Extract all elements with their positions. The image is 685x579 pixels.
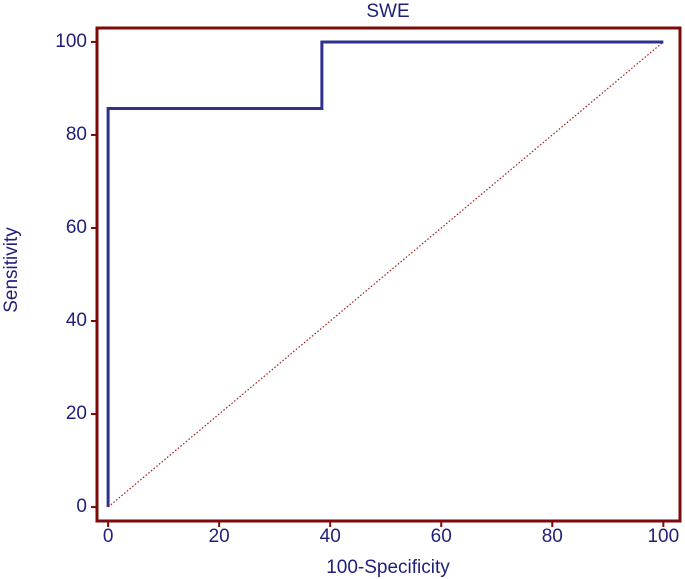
y-axis-label: Sensitivity xyxy=(1,227,22,313)
y-tick-label: 20 xyxy=(66,403,87,424)
x-tick-label: 40 xyxy=(320,526,341,547)
plot-frame xyxy=(95,26,682,523)
chart-title: SWE xyxy=(366,1,409,22)
x-tick-label: 20 xyxy=(209,526,230,547)
x-tick-label: 60 xyxy=(431,526,452,547)
y-tick-label: 100 xyxy=(55,31,87,52)
series-line xyxy=(106,40,664,508)
y-tick-label: 0 xyxy=(76,496,87,517)
x-tick-label: 80 xyxy=(542,526,563,547)
x-tick-label: 0 xyxy=(103,526,114,547)
y-tick-label: 80 xyxy=(66,124,87,145)
series-line xyxy=(107,41,664,508)
y-tick-label: 40 xyxy=(66,310,87,331)
y-tick-label: 60 xyxy=(66,217,87,238)
x-tick-label: 100 xyxy=(647,526,679,547)
x-axis-label: 100-Specificity xyxy=(326,557,450,578)
